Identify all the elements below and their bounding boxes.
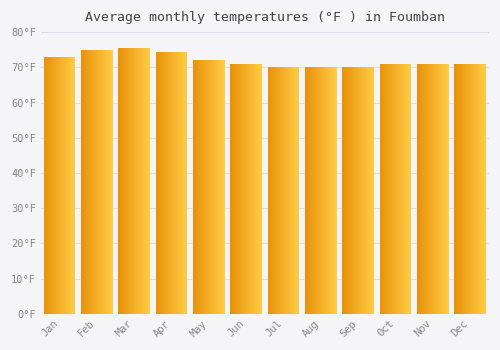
Title: Average monthly temperatures (°F ) in Foumban: Average monthly temperatures (°F ) in Fo… (85, 11, 445, 24)
